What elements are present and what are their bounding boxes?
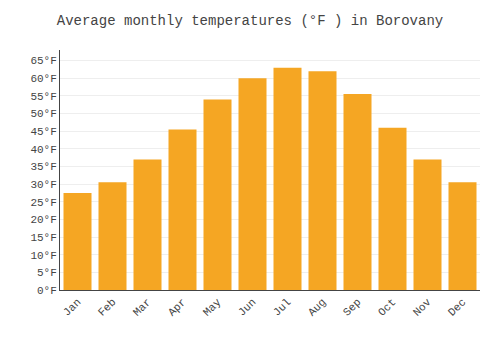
svg-text:May: May (201, 296, 224, 319)
svg-text:45°F: 45°F (30, 126, 56, 138)
svg-text:35°F: 35°F (30, 161, 56, 173)
svg-text:25°F: 25°F (30, 197, 56, 209)
svg-text:0°F: 0°F (37, 285, 57, 297)
svg-text:Oct: Oct (376, 296, 398, 318)
svg-text:5°F: 5°F (37, 267, 57, 279)
svg-text:30°F: 30°F (30, 179, 56, 191)
svg-text:Nov: Nov (411, 296, 434, 319)
svg-text:40°F: 40°F (30, 144, 56, 156)
svg-text:55°F: 55°F (30, 91, 56, 103)
svg-text:15°F: 15°F (30, 232, 56, 244)
svg-text:50°F: 50°F (30, 108, 56, 120)
svg-text:Feb: Feb (96, 296, 118, 318)
svg-text:Average monthly temperatures (: Average monthly temperatures (°F ) in Bo… (57, 13, 443, 29)
svg-text:Sep: Sep (341, 296, 363, 318)
svg-text:20°F: 20°F (30, 214, 56, 226)
svg-text:60°F: 60°F (30, 73, 56, 85)
svg-text:65°F: 65°F (30, 55, 56, 67)
svg-text:Aug: Aug (306, 296, 328, 318)
svg-text:Jan: Jan (61, 296, 83, 318)
svg-text:Jul: Jul (271, 296, 293, 318)
svg-text:Mar: Mar (131, 296, 153, 318)
svg-text:Dec: Dec (446, 296, 468, 318)
svg-text:Jun: Jun (236, 296, 258, 318)
svg-text:Apr: Apr (166, 296, 188, 318)
svg-text:10°F: 10°F (30, 250, 56, 262)
